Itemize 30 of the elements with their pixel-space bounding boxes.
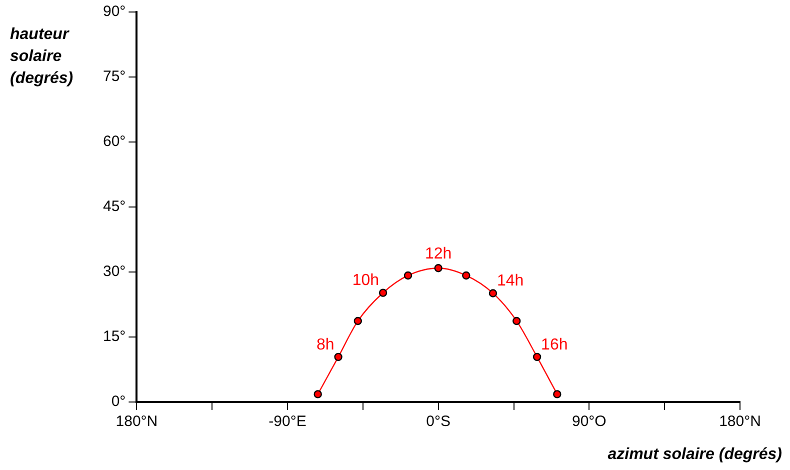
annotation: 14h [496,272,524,290]
point [553,390,562,398]
point [434,264,442,272]
point [404,271,412,280]
y-tick-label: 75° [102,68,126,86]
x-tick-label: 180°N [719,413,761,430]
point [488,289,498,298]
x-tick-label: -90°E [268,413,306,430]
point [462,271,470,280]
annotation: 12h [424,246,452,263]
point [354,316,362,326]
annotation: 8h [316,336,334,354]
y-tick-label: 30° [102,263,126,280]
y-tick-label: 60° [102,133,126,150]
y-tick-label: 45° [102,198,126,216]
point [314,390,322,398]
point [532,352,542,362]
y-axis-title: hauteur solaire (degrés) [10,26,74,87]
point [334,352,342,362]
y-tick-label: 90° [102,3,126,20]
y-tick-label: 15° [102,328,126,346]
y-tick-label: 0° [111,393,126,410]
x-tick-label: 0°S [426,413,451,430]
x-tick-label: 180°N [116,413,158,430]
point [378,288,388,297]
annotation: 16h [541,336,568,354]
x-tick-label: 90°O [572,413,606,430]
annotation: 10h [352,272,380,290]
x-axis-title: azimut solaire (degrés) [608,446,782,464]
point [512,316,521,326]
